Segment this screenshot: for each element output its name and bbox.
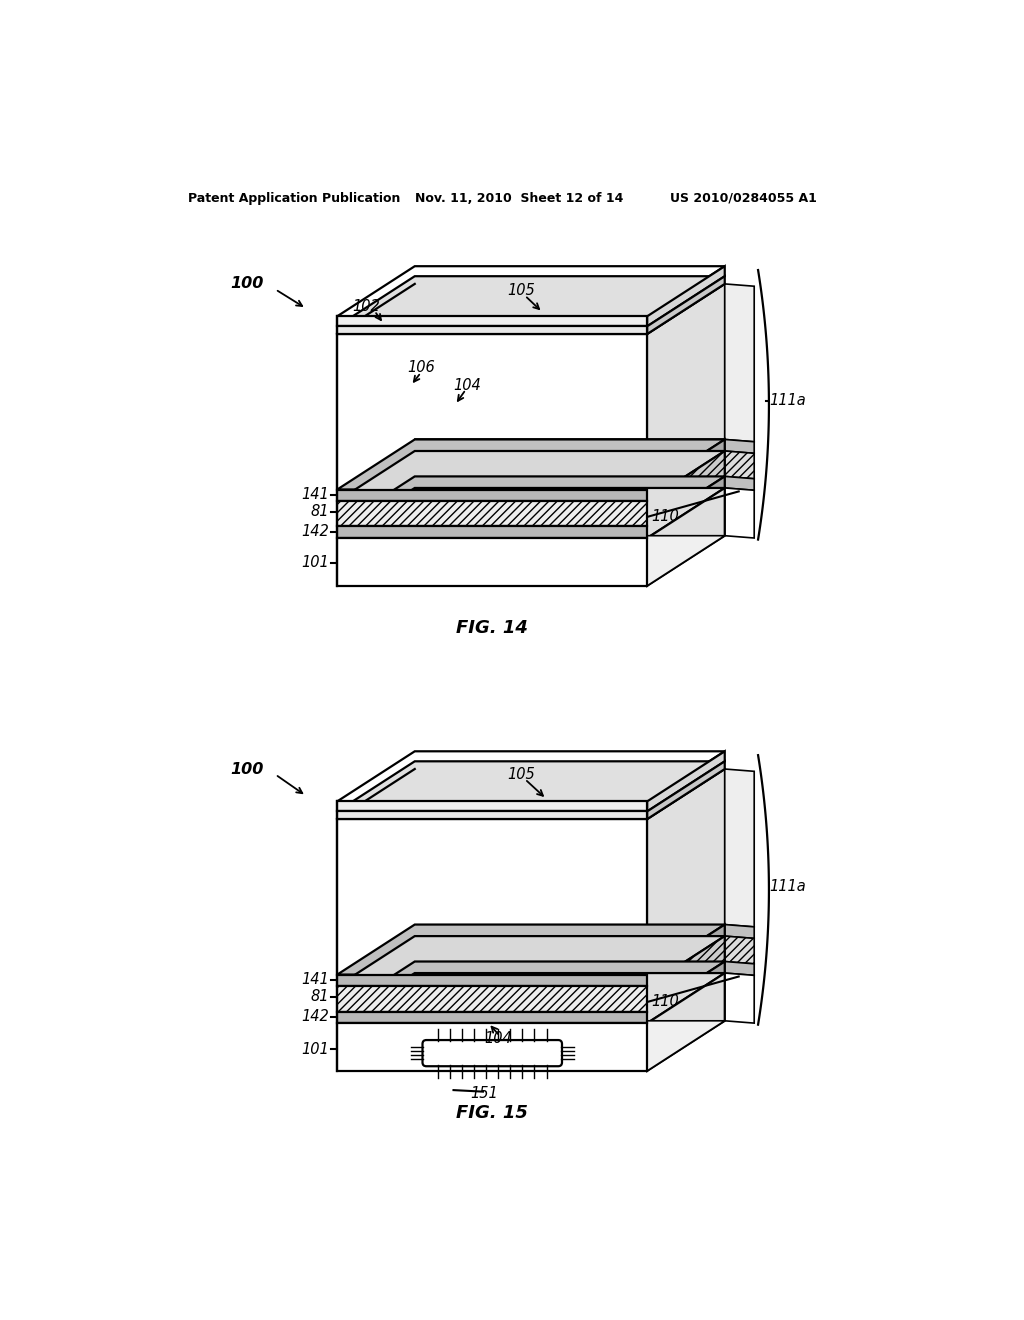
Polygon shape [337, 924, 725, 974]
Text: 141: 141 [302, 487, 330, 503]
Polygon shape [725, 973, 755, 1023]
Polygon shape [337, 986, 647, 1011]
Polygon shape [725, 451, 755, 479]
Polygon shape [647, 973, 725, 1071]
Polygon shape [337, 490, 647, 502]
Polygon shape [337, 1023, 647, 1071]
Text: 151: 151 [471, 1085, 499, 1101]
Polygon shape [725, 440, 755, 453]
Text: 101: 101 [302, 556, 330, 570]
Polygon shape [337, 317, 647, 326]
Text: 110: 110 [651, 994, 679, 1008]
Polygon shape [725, 924, 755, 939]
Text: 105: 105 [508, 284, 536, 298]
Polygon shape [337, 440, 725, 490]
Text: 111a: 111a [770, 393, 807, 408]
Polygon shape [647, 770, 725, 974]
Text: Patent Application Publication: Patent Application Publication [188, 191, 400, 205]
Text: 101: 101 [302, 1041, 330, 1057]
Polygon shape [415, 770, 725, 924]
Text: 141: 141 [302, 973, 330, 987]
Polygon shape [647, 762, 725, 818]
Polygon shape [647, 276, 725, 334]
Polygon shape [725, 488, 755, 539]
Polygon shape [337, 502, 647, 527]
Polygon shape [337, 961, 725, 1011]
Polygon shape [337, 762, 725, 812]
Polygon shape [725, 770, 755, 927]
Text: 142: 142 [302, 1010, 330, 1024]
Polygon shape [337, 326, 647, 334]
Text: 142: 142 [302, 524, 330, 540]
Text: FIG. 15: FIG. 15 [457, 1105, 528, 1122]
Polygon shape [337, 276, 725, 326]
Polygon shape [337, 1020, 725, 1071]
Text: 102: 102 [352, 298, 381, 314]
Polygon shape [337, 284, 415, 490]
Polygon shape [337, 974, 647, 986]
Polygon shape [725, 936, 755, 964]
Polygon shape [647, 440, 725, 502]
Polygon shape [337, 539, 647, 586]
Polygon shape [337, 536, 725, 586]
Polygon shape [337, 936, 725, 986]
Polygon shape [647, 477, 725, 539]
Polygon shape [337, 973, 725, 1023]
Text: Nov. 11, 2010  Sheet 12 of 14: Nov. 11, 2010 Sheet 12 of 14 [415, 191, 624, 205]
Polygon shape [337, 477, 725, 527]
Polygon shape [725, 284, 755, 442]
Polygon shape [725, 477, 755, 490]
Polygon shape [337, 818, 647, 974]
Polygon shape [647, 751, 725, 812]
Polygon shape [337, 267, 725, 317]
Text: 81: 81 [311, 504, 330, 519]
Text: 105: 105 [508, 767, 536, 781]
Polygon shape [337, 812, 647, 818]
Polygon shape [337, 527, 647, 539]
Text: 110: 110 [651, 510, 679, 524]
Polygon shape [647, 488, 725, 586]
Polygon shape [415, 284, 725, 440]
Text: 111a: 111a [770, 879, 807, 894]
Text: 100: 100 [230, 276, 263, 292]
Polygon shape [647, 284, 725, 490]
Polygon shape [647, 961, 725, 1023]
Polygon shape [337, 334, 647, 490]
Polygon shape [337, 451, 725, 502]
Polygon shape [337, 1011, 647, 1023]
Text: 104: 104 [484, 1031, 512, 1045]
Text: US 2010/0284055 A1: US 2010/0284055 A1 [671, 191, 817, 205]
FancyBboxPatch shape [423, 1040, 562, 1067]
Polygon shape [337, 488, 725, 539]
Polygon shape [647, 451, 725, 527]
Polygon shape [647, 267, 725, 326]
Text: 104: 104 [454, 378, 481, 393]
Polygon shape [337, 801, 647, 812]
Text: 106: 106 [407, 360, 435, 375]
Polygon shape [647, 924, 725, 986]
Polygon shape [337, 751, 725, 801]
Text: 100: 100 [230, 762, 263, 776]
Polygon shape [337, 770, 415, 974]
Polygon shape [647, 936, 725, 1011]
Polygon shape [725, 961, 755, 975]
Text: FIG. 14: FIG. 14 [457, 619, 528, 638]
Text: 81: 81 [311, 990, 330, 1005]
